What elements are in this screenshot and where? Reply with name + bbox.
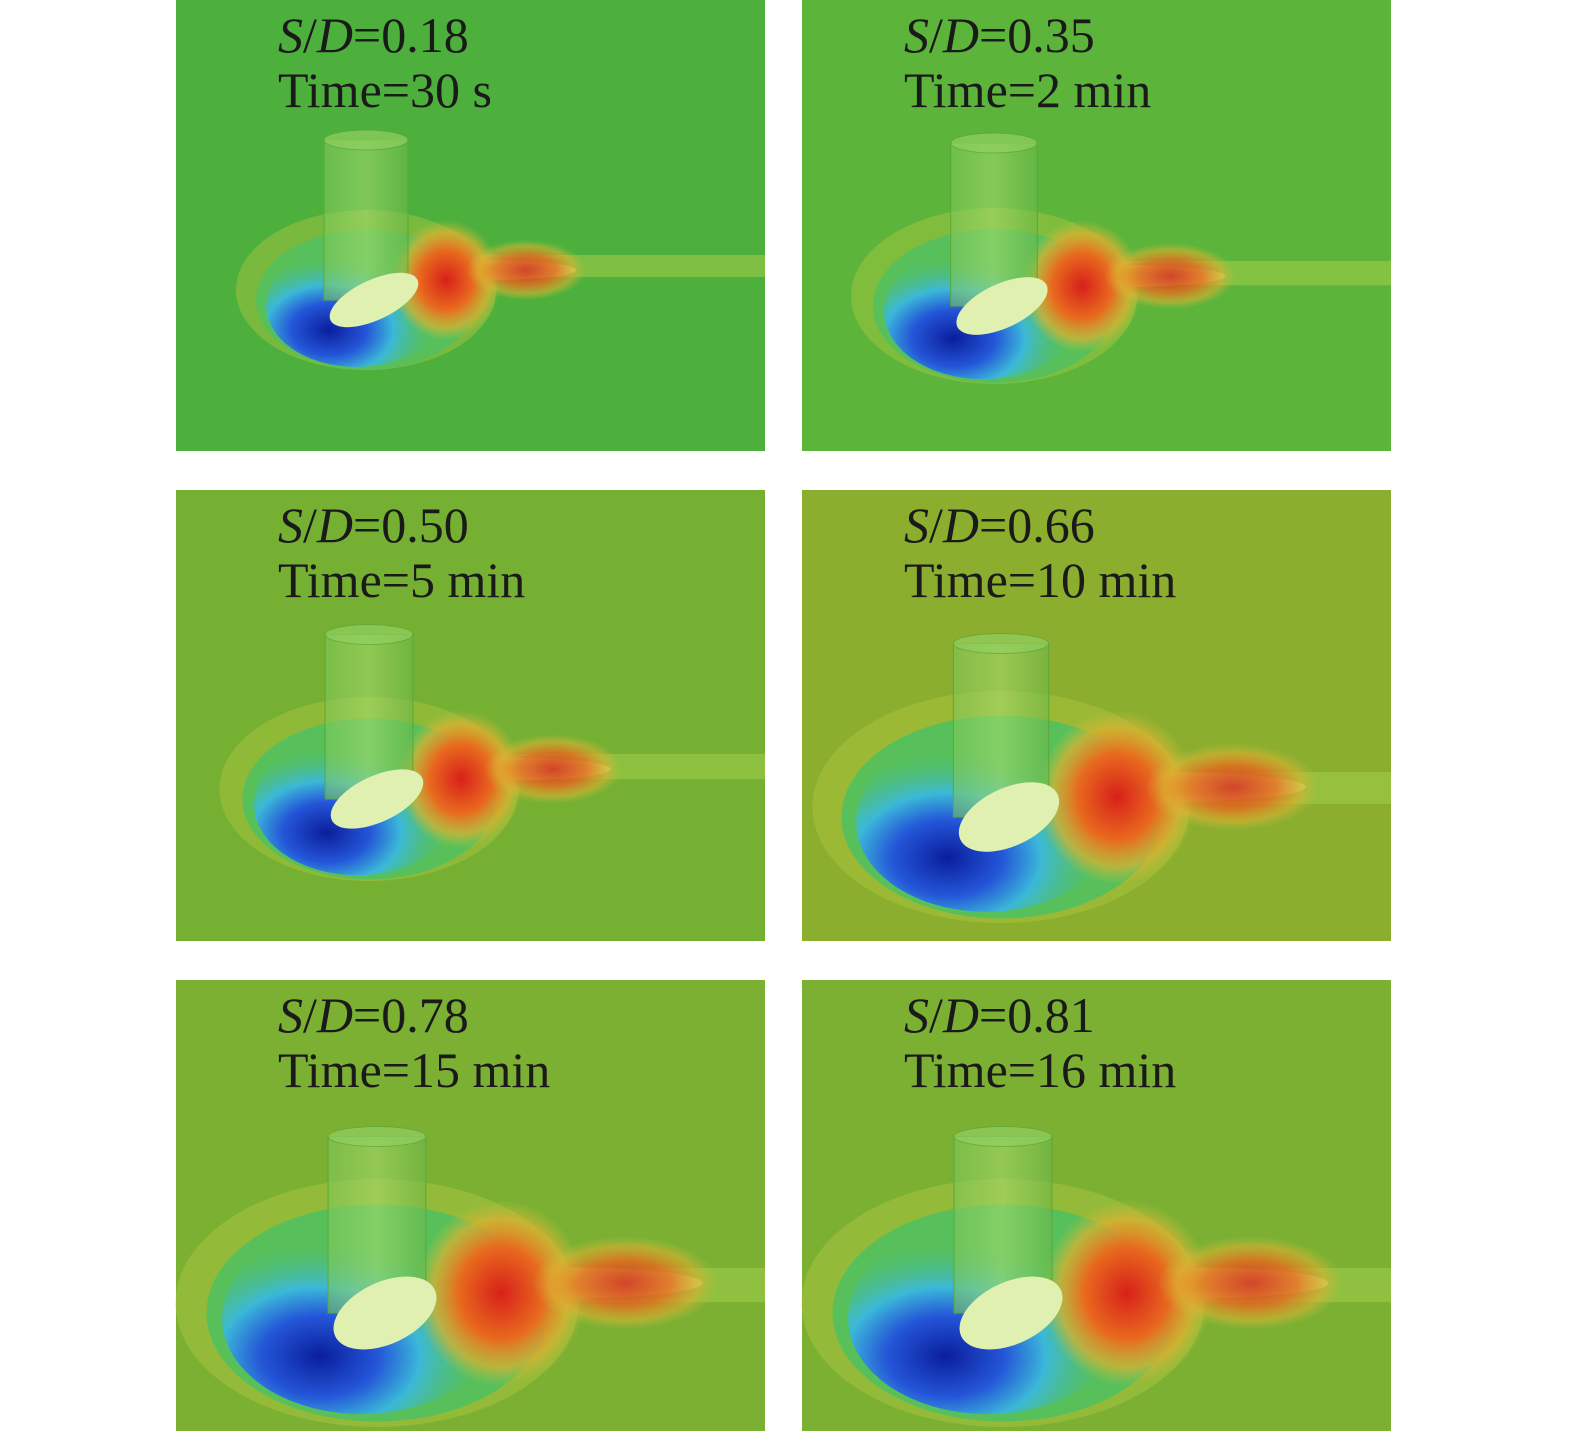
ratio-label: S/D=0.35 <box>904 7 1095 63</box>
pile-base <box>330 769 424 829</box>
pile-top <box>327 1126 427 1147</box>
pile-top <box>324 624 414 645</box>
label-part: = <box>979 7 1007 63</box>
label-part: 0 <box>381 987 406 1043</box>
pile-base <box>329 272 419 328</box>
label-part: 0 <box>1007 497 1032 553</box>
pile-top <box>952 633 1050 654</box>
pile-base <box>333 1276 437 1350</box>
label-part: . <box>406 7 419 63</box>
label-part: 5 <box>1070 7 1095 63</box>
pile-top <box>323 129 409 151</box>
ratio-label: S/D=0.66 <box>904 497 1095 553</box>
label-part: 8 <box>1045 987 1070 1043</box>
label-part: 6 <box>1045 497 1070 553</box>
deposit-tail <box>484 734 622 804</box>
label-part: = <box>353 7 381 63</box>
deposit <box>1037 710 1197 884</box>
label-part: . <box>1032 7 1045 63</box>
label-part: 0 <box>1007 7 1032 63</box>
label-part: = <box>353 497 381 553</box>
deposit-tail <box>532 1236 718 1330</box>
label-part: S <box>278 497 303 553</box>
label-part: = <box>979 987 1007 1043</box>
label-part: 0 <box>444 497 469 553</box>
label-part: / <box>303 987 317 1043</box>
label-part: / <box>303 497 317 553</box>
label-part: 5 <box>419 497 444 553</box>
deposit-tail <box>1104 243 1236 309</box>
time-label: Time=5 min <box>278 552 525 608</box>
pile-top <box>950 132 1038 154</box>
label-part: D <box>942 497 979 553</box>
label-part: / <box>929 7 943 63</box>
time-label: Time=15 min <box>278 1042 550 1098</box>
pile-base <box>958 782 1060 852</box>
label-part: . <box>406 987 419 1043</box>
deposit-tail <box>466 240 586 300</box>
label-part: S <box>904 7 929 63</box>
label-part: / <box>303 7 317 63</box>
label-part: = <box>353 987 381 1043</box>
label-part: . <box>1032 987 1045 1043</box>
deposit <box>397 710 525 848</box>
time-label: Time=16 min <box>904 1042 1176 1098</box>
label-part: S <box>904 987 929 1043</box>
panel-background <box>176 0 765 451</box>
label-part: 0 <box>381 497 406 553</box>
label-part: D <box>942 7 979 63</box>
label-part: 0 <box>1007 987 1032 1043</box>
label-part: 8 <box>444 7 469 63</box>
label-part: . <box>1032 497 1045 553</box>
label-part: . <box>406 497 419 553</box>
label-part: S <box>278 7 303 63</box>
label-part: / <box>929 497 943 553</box>
pile-base <box>959 1276 1063 1350</box>
label-part: 1 <box>419 7 444 63</box>
ratio-label: S/D=0.18 <box>278 7 469 63</box>
deposit <box>1041 1200 1213 1386</box>
label-part: D <box>316 497 353 553</box>
ratio-label: S/D=0.81 <box>904 987 1095 1043</box>
label-part: D <box>942 987 979 1043</box>
deposit <box>415 1200 587 1386</box>
pile-top <box>953 1126 1053 1147</box>
deposit-tail <box>1146 743 1320 831</box>
label-part: 7 <box>419 987 444 1043</box>
label-part: D <box>316 7 353 63</box>
time-label: Time=10 min <box>904 552 1176 608</box>
label-part: 6 <box>1070 497 1095 553</box>
time-label: Time=2 min <box>904 62 1151 118</box>
label-part: 0 <box>381 7 406 63</box>
label-part: = <box>979 497 1007 553</box>
label-part: 1 <box>1070 987 1095 1043</box>
label-part: D <box>316 987 353 1043</box>
label-part: S <box>904 497 929 553</box>
label-part: 3 <box>1045 7 1070 63</box>
deposit <box>391 220 501 340</box>
ratio-label: S/D=0.50 <box>278 497 469 553</box>
deposit-tail <box>1158 1236 1344 1330</box>
time-label: Time=30 s <box>278 62 492 118</box>
label-part: 8 <box>444 987 469 1043</box>
ratio-label: S/D=0.78 <box>278 987 469 1043</box>
label-part: S <box>278 987 303 1043</box>
deposit <box>1021 220 1143 352</box>
pile-base <box>956 277 1048 335</box>
label-part: / <box>929 987 943 1043</box>
